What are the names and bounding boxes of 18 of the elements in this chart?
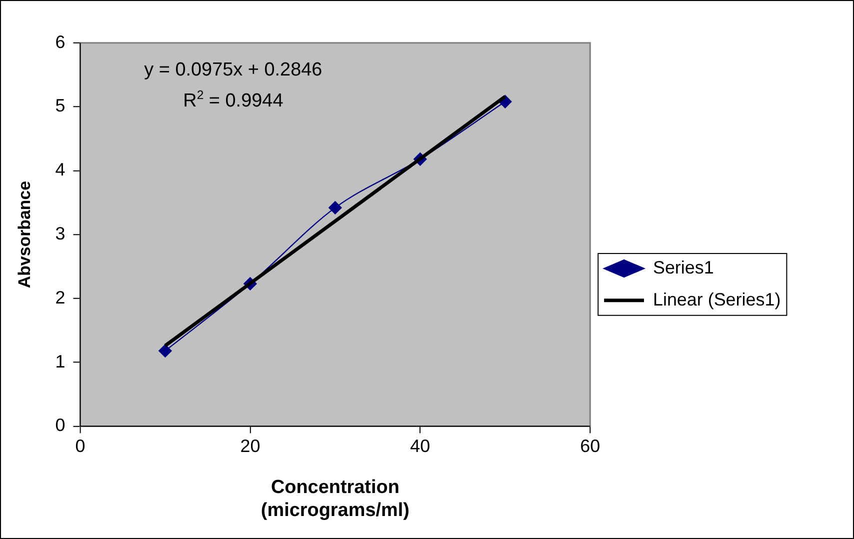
x-tick-label: 20 — [240, 436, 260, 456]
y-tick-label: 4 — [55, 160, 66, 180]
y-tick-label: 5 — [55, 96, 66, 116]
y-tick-label: 2 — [55, 287, 66, 308]
x-tick-label: 60 — [580, 436, 600, 456]
y-tick-label: 3 — [55, 223, 66, 244]
y-axis-title: Abvsorbance — [14, 180, 34, 288]
x-tick-label: 40 — [410, 436, 430, 456]
y-tick-label: 0 — [55, 415, 66, 436]
legend-label: Linear (Series1) — [652, 289, 781, 310]
point — [328, 201, 342, 214]
y-tick-label: 1 — [55, 351, 66, 372]
y-tick-label: 6 — [55, 32, 66, 52]
x-tick-label: 0 — [75, 436, 86, 456]
x-axis-title: Concentration (micrograms/ml) — [260, 477, 410, 521]
point — [158, 344, 172, 358]
legend-label: Series1 — [652, 257, 714, 278]
annotation: y = 0.0975x + 0.2846 — [144, 60, 322, 81]
